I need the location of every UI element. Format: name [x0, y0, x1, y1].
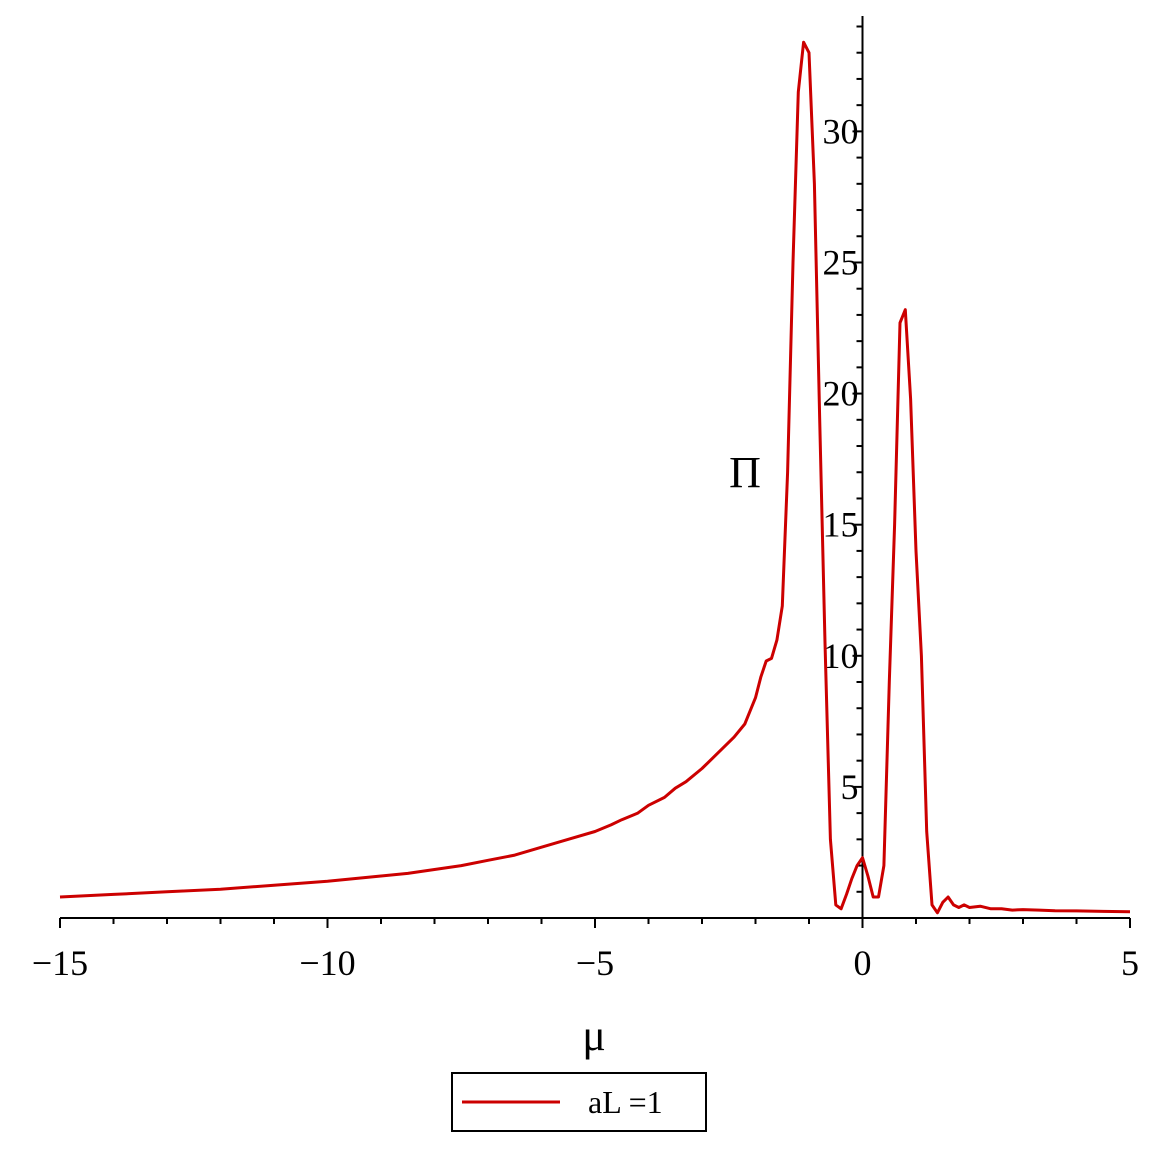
series-line-0: [59, 40, 1131, 915]
y-tick-label: 20: [823, 374, 859, 414]
x-tick-label: −15: [32, 943, 88, 983]
y-tick-label: 30: [823, 111, 859, 151]
y-axis-label: Π: [729, 448, 761, 497]
x-tick-label: −5: [576, 943, 614, 983]
legend-label-aL-1: aL =1: [588, 1084, 663, 1120]
series-layer: [59, 40, 1131, 915]
x-tick-label: −10: [299, 943, 355, 983]
x-tick-label: 0: [854, 943, 872, 983]
x-axis-label: μ: [582, 1011, 606, 1060]
y-tick-label: 5: [841, 767, 859, 807]
axes: −15 −10 −5 0 5 5 10 15 20 25 30: [32, 16, 1139, 983]
y-tick-label: 10: [823, 636, 859, 676]
y-tick-label: 25: [823, 242, 859, 282]
x-tick-label: 5: [1121, 943, 1139, 983]
legend: aL =1: [451, 1072, 707, 1132]
y-tick-label: 15: [823, 505, 859, 545]
